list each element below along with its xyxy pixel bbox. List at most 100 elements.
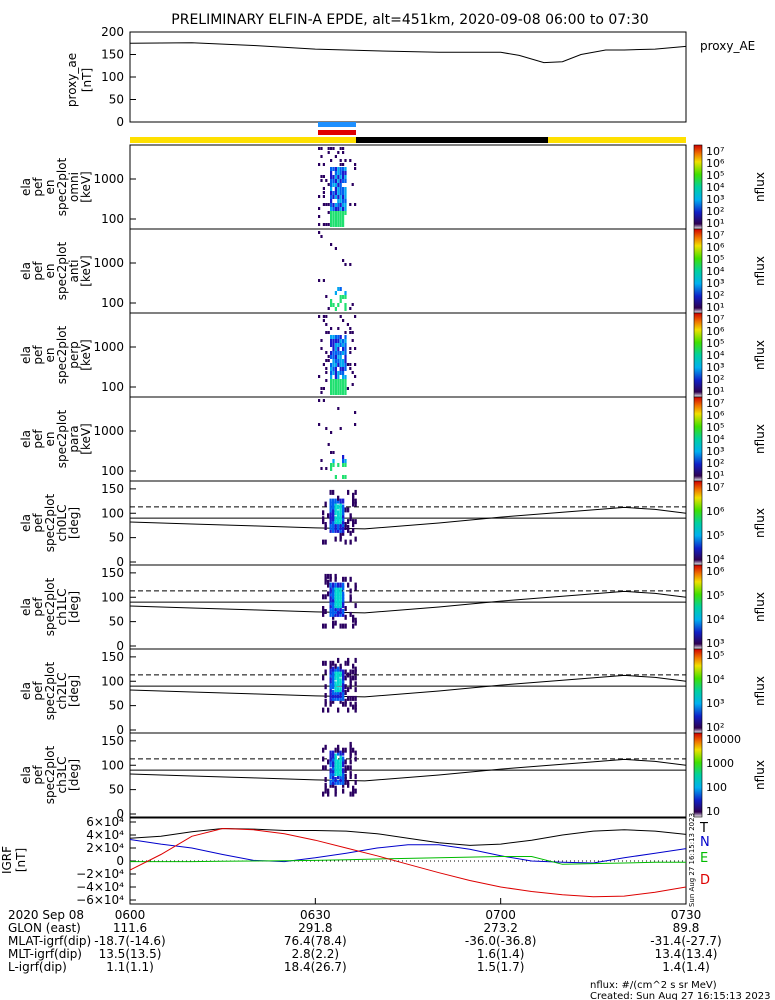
panel-ylabel-line: [deg]: [67, 759, 81, 791]
spectrogram-pixel: [334, 207, 337, 211]
footer-units: nflux: #/(cm^2 s sr MeV): [590, 980, 717, 991]
spectrogram-pixel: [344, 191, 347, 195]
spectrogram-pixel: [342, 519, 345, 525]
spectrogram-pixel: [332, 387, 335, 391]
spectrogram-pixel: [337, 203, 340, 207]
spectrogram-pixel: [318, 163, 321, 166]
spectrogram-pixel: [332, 203, 335, 207]
spectrogram-pixel: [342, 383, 345, 387]
spectrogram-pixel: [322, 516, 325, 522]
spectrogram-pixel: [334, 187, 337, 191]
spectrogram-pixel: [329, 516, 332, 522]
spectrogram-pixel: [322, 660, 325, 666]
spectrogram-pixel: [339, 507, 342, 513]
spectrogram-pixel: [337, 215, 340, 219]
spectrogram-pixel: [337, 195, 340, 199]
ytick-label: 0: [116, 555, 124, 569]
spectrogram-pixel: [334, 516, 337, 522]
spectrogram-pixel: [342, 576, 345, 582]
spectrogram-pixel: [334, 387, 337, 391]
spectrogram-pixel: [332, 351, 335, 355]
spectrogram-pixel: [337, 759, 340, 765]
spectrogram-pixel: [339, 163, 342, 166]
spectrogram-pixel: [329, 513, 332, 519]
spectrogram-pixel: [349, 753, 352, 759]
spectrogram-pixel: [334, 339, 337, 343]
panel-ylabel-line: spec2plot: [43, 661, 57, 720]
igrf-ytick-label: 6×10⁴: [86, 815, 124, 829]
spectrogram-pixel: [339, 287, 342, 291]
ytick-label: 100: [101, 464, 124, 478]
spectrogram-pixel: [325, 295, 328, 298]
spectrogram-pixel: [352, 501, 355, 507]
spectrogram-pixel: [334, 591, 337, 597]
spectrogram-pixel: [342, 513, 345, 519]
spectrogram-pixel: [337, 750, 340, 756]
spectrogram-pixel: [324, 669, 327, 675]
spectrogram-pixel: [337, 335, 340, 339]
colorbar-tick-label: 10³: [706, 277, 724, 290]
spectrogram-pixel: [337, 355, 340, 359]
spectrogram-pixel: [330, 355, 333, 359]
spectrogram-pixel: [337, 603, 340, 609]
spectrogram-pixel: [351, 331, 354, 334]
spectrogram-pixel: [334, 355, 337, 359]
spectrogram-pixel: [347, 707, 350, 713]
spectrogram-pixel: [330, 175, 333, 179]
spectrogram-pixel: [337, 199, 340, 203]
spectrogram-pixel: [349, 759, 352, 765]
spectrogram-pixel: [330, 303, 333, 307]
spectrogram-pixel: [344, 522, 347, 527]
spectrogram-pixel: [324, 501, 327, 507]
proxy-ae-frame: [129, 31, 687, 123]
spectrogram-pixel: [322, 747, 325, 753]
spectrogram-pixel: [342, 672, 345, 678]
spectrogram-pixel: [354, 657, 357, 663]
spectrogram-pixel: [349, 588, 352, 594]
spectrogram-pixel: [334, 777, 337, 782]
colorbar-tick-label: 10⁷: [706, 313, 724, 326]
spectrogram-pixel: [344, 207, 347, 211]
panel-ylabel-line: pef: [31, 513, 45, 533]
panel-ylabel-line: pef: [31, 597, 45, 617]
spectrogram-pixel: [327, 223, 330, 226]
spectrogram-pixel: [344, 179, 347, 183]
spectrogram-pixel: [318, 423, 321, 426]
spectrogram-pixel: [332, 359, 335, 363]
spectrogram-pixel: [337, 707, 340, 713]
igrf-ylabel-2: [nT]: [14, 848, 28, 872]
spectrogram-pixel: [330, 367, 333, 371]
spectrogram-pixel: [329, 762, 332, 768]
spectrogram-pixel: [324, 594, 327, 600]
spectrogram-pixel: [330, 199, 333, 203]
ytick-label: 100: [101, 296, 124, 310]
spectrogram-pixel: [332, 363, 335, 367]
spectrogram-pixel: [337, 516, 340, 522]
panel-ylabel-line: ch1LC: [55, 589, 69, 626]
spectrogram-pixel: [342, 687, 345, 693]
time-axis-cell: 1.5(1.7): [477, 960, 525, 974]
spectrogram-pixel: [332, 620, 335, 626]
spectrogram-pixel: [334, 756, 337, 762]
spectrogram-pixel: [334, 343, 337, 347]
spectrogram-pixel: [337, 495, 340, 501]
spectrogram-pixel: [339, 672, 342, 678]
colorbar-tick-label: 10⁶: [706, 241, 725, 254]
spectrogram-pixel: [330, 375, 333, 379]
spectrogram-pixel: [347, 657, 350, 663]
spectrogram-pixel: [337, 519, 340, 525]
spectrogram-pixel: [337, 175, 340, 179]
panel-ylabel-line: pef: [31, 345, 45, 365]
time-axis-cell: 89.8: [673, 921, 700, 935]
spectrogram-pixel: [327, 443, 330, 446]
time-axis-cell: 0630: [300, 908, 331, 922]
spectrogram-pixel: [332, 167, 335, 171]
spectrogram-pixel: [354, 411, 357, 414]
spectrogram-pixel: [334, 363, 337, 367]
ytick-label: 150: [101, 734, 124, 748]
spectrogram-pixel: [332, 771, 335, 777]
panel-ylabel-line: perp: [67, 341, 81, 369]
spectrogram-pixel: [339, 367, 342, 371]
spectrogram-pixel: [329, 666, 332, 672]
spectrogram-pixel: [324, 693, 327, 698]
